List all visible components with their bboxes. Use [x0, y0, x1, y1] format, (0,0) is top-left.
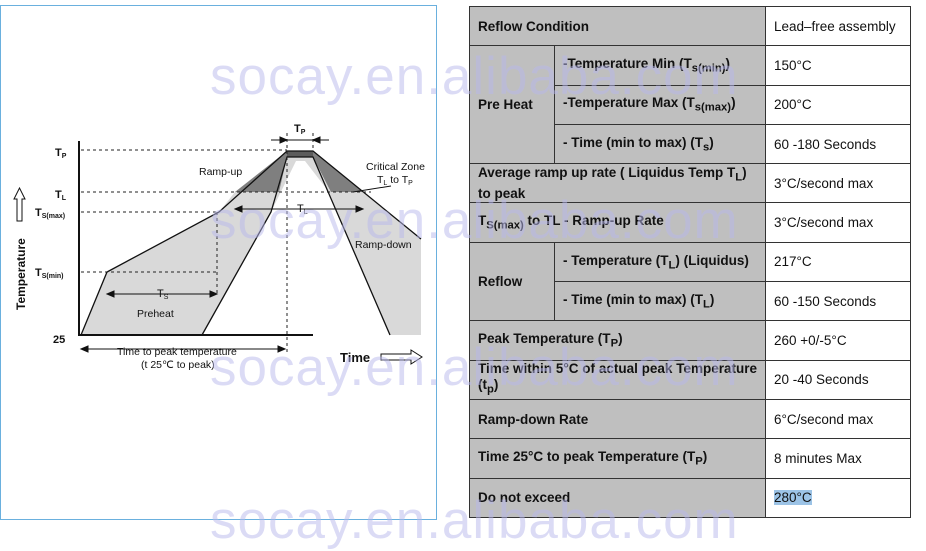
ts-to-tl-value: 3°C/second max	[765, 202, 911, 243]
table-row: Reflow - Temperature (TL) (Liquidus) 217…	[469, 241, 911, 322]
reflow-value-time: 60 -150 Seconds	[765, 281, 911, 322]
preheat-param-min: -Temperature Min (Ts(min))	[554, 45, 766, 86]
time-right-arrow-icon	[380, 349, 423, 365]
reflow-profile-diagram: TP TL TS(max) TS(min) 25 Temperature Tim…	[0, 5, 437, 520]
label-tsmin: TS(min)	[35, 267, 64, 280]
reflow-label: Reflow	[469, 241, 555, 322]
reflow-value-temp: 217°C	[765, 241, 911, 283]
ttp-arrow-head-r	[277, 345, 287, 353]
critical-zone-top	[287, 151, 313, 157]
header-value: Lead–free assembly	[765, 5, 911, 47]
table-row: Time 25°C to peak Temperature (TP) 8 min…	[469, 438, 911, 479]
preheat-label: Preheat	[137, 308, 174, 320]
profile-outer-curve	[80, 150, 422, 336]
time-to-peak-label: Time to peak temperature	[117, 346, 237, 358]
reflow-param-time: - Time (min to max) (TL)	[554, 281, 766, 322]
reflow-profile-svg: TP TL TS(max) TS(min) 25 Temperature Tim…	[13, 123, 425, 371]
ramp-down-label: Ramp-down Rate	[469, 398, 766, 440]
ttp-arrow-head-l	[79, 345, 89, 353]
ramp-down-label: Ramp-down	[355, 239, 412, 251]
table-row: Do not exceed 280°C	[469, 477, 911, 518]
preheat-value-time: 60 -180 Seconds	[765, 123, 911, 165]
time-25-value: 8 minutes Max	[765, 438, 911, 479]
table-row: Ramp-down Rate 6°C/second max	[469, 398, 911, 440]
preheat-label: Pre Heat	[469, 45, 555, 165]
critical-zone-label: Critical Zone	[366, 161, 425, 173]
table-row: Reflow Condition Lead–free assembly	[469, 5, 911, 47]
table-row: - Time (min to max) (Ts) 60 -180 Seconds	[470, 123, 911, 165]
time-25-label: Time 25°C to peak Temperature (TP)	[469, 438, 766, 479]
preheat-value-max: 200°C	[765, 84, 911, 125]
label-25: 25	[53, 334, 65, 346]
preheat-value-min: 150°C	[765, 45, 911, 86]
reflow-condition-table: Reflow Condition Lead–free assembly Pre …	[469, 5, 911, 518]
x-axis-label: Time	[340, 350, 370, 365]
avg-ramp-label: Average ramp up rate ( Liquidus Temp TL)…	[469, 163, 766, 204]
critical-zone-left	[235, 151, 287, 192]
ts-arrow-head-l	[105, 290, 115, 298]
ts-arrow-head-r	[209, 290, 219, 298]
label-tp: TP	[55, 147, 67, 160]
tl-interval-label: TL	[297, 203, 308, 216]
header-label: Reflow Condition	[469, 5, 766, 47]
not-exceed-label: Do not exceed	[469, 477, 766, 518]
table-row: Time within 5°C of actual peak Temperatu…	[469, 359, 911, 400]
time-to-peak-sublabel: (t 25℃ to peak)	[141, 359, 215, 371]
not-exceed-highlight: 280°C	[774, 490, 812, 506]
reflow-param-temp: - Temperature (TL) (Liquidus)	[554, 241, 766, 283]
y-axis-label: Temperature	[14, 238, 28, 310]
ramp-down-value: 6°C/second max	[765, 398, 911, 440]
preheat-param-max: -Temperature Max (Ts(max))	[554, 84, 766, 125]
critical-zone-range: TL to TP	[377, 174, 413, 187]
preheat-param-time: - Time (min to max) (Ts)	[554, 123, 766, 165]
peak-temp-value: 260 +0/-5°C	[765, 320, 911, 361]
table-row: Peak Temperature (TP) 260 +0/-5°C	[469, 320, 911, 361]
table-row: -Temperature Max (Ts(max)) 200°C	[470, 84, 911, 125]
label-tsmax: TS(max)	[35, 207, 65, 220]
time-within-value: 20 -40 Seconds	[765, 359, 911, 400]
tp-arrow-head-l	[279, 136, 289, 144]
profile-gap	[202, 161, 390, 335]
ts-interval-label: TS	[157, 288, 169, 301]
table-row: Average ramp up rate ( Liquidus Temp TL)…	[469, 163, 911, 204]
tl-arrow-head-r	[355, 205, 365, 213]
ramp-up-label: Ramp-up	[199, 166, 242, 178]
critical-zone-leader	[352, 185, 392, 193]
table-row: Pre Heat -Temperature Min (Ts(min)) 150°…	[469, 45, 911, 165]
tp-interval-label: TP	[294, 123, 306, 136]
avg-ramp-value: 3°C/second max	[765, 163, 911, 204]
tp-arrow-head-r	[311, 136, 321, 144]
time-within-label: Time within 5°C of actual peak Temperatu…	[469, 359, 766, 400]
table-row: TS(max) to TL - Ramp-up Rate 3°C/second …	[469, 202, 911, 243]
label-tl: TL	[55, 189, 67, 202]
peak-temp-label: Peak Temperature (TP)	[469, 320, 766, 361]
temperature-up-arrow-icon	[13, 186, 26, 222]
ts-to-tl-label: TS(max) to TL - Ramp-up Rate	[469, 202, 766, 243]
tl-arrow-head-l	[233, 205, 243, 213]
not-exceed-value: 280°C	[765, 477, 911, 518]
